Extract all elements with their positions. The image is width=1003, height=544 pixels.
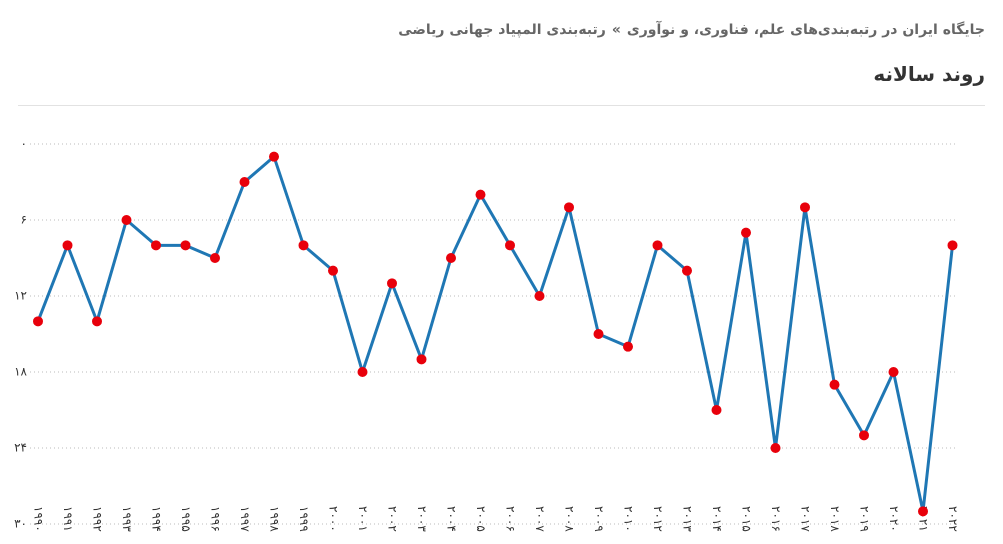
y-tick-label: ۳۰ <box>14 517 27 531</box>
line <box>36 155 954 513</box>
chart-title: روند سالانه <box>873 62 985 86</box>
x-tick-label: ۲۰۰۱ <box>356 506 370 532</box>
point <box>328 265 338 276</box>
x-tick-label: ۲۰۰۹ <box>592 506 606 532</box>
x-tick-label: ۲۰۰۴ <box>445 506 459 532</box>
x-tick-label: ۲۰۱۹ <box>858 506 872 532</box>
point <box>593 329 604 339</box>
point <box>239 177 250 187</box>
y-tick-label: ۱۲ <box>14 289 27 303</box>
x-tick-label: ۲۰۱۸ <box>828 506 842 532</box>
x-tick-label: ۲۰۰۵ <box>474 506 488 532</box>
x-tick-label: ۲۰۱۵ <box>740 506 754 532</box>
x-tick-label: ۲۰۱۳ <box>681 506 695 532</box>
divider <box>18 105 985 106</box>
x-tick-label: ۱۹۹۹ <box>297 506 311 532</box>
point <box>652 240 663 251</box>
breadcrumb-link[interactable]: جایگاه ایران در رتبه‌بندی‌های علم، فناور… <box>626 22 985 38</box>
x-tick-label: ۲۰۱۷ <box>799 506 813 532</box>
point <box>416 354 427 365</box>
x-tick-label: ۱۹۹۸ <box>268 506 282 532</box>
point <box>947 240 958 251</box>
x-tick-label: ۱۹۹۰ <box>32 506 46 532</box>
point <box>534 291 545 301</box>
point <box>623 341 633 352</box>
point <box>741 227 751 238</box>
x-tick-label: ۲۰۰۸ <box>563 506 577 532</box>
y-tick-label: ۶ <box>21 213 27 227</box>
point <box>711 405 722 415</box>
point <box>269 151 279 162</box>
point <box>151 240 161 251</box>
x-tick-label: ۲۰۲۰ <box>887 506 901 532</box>
x-tick-label: ۲۰۱۰ <box>622 506 636 532</box>
point <box>92 316 102 327</box>
point <box>298 240 309 251</box>
breadcrumb-current: رتبه‌بندی المپیاد جهانی ریاضی <box>398 22 606 38</box>
x-tick-label: ۲۰۰۰ <box>327 506 341 532</box>
x-tick-label: ۲۰۰۶ <box>504 506 518 532</box>
point <box>33 316 43 327</box>
point <box>121 215 132 225</box>
breadcrumb: جایگاه ایران در رتبه‌بندی‌های علم، فناور… <box>392 22 985 38</box>
point <box>180 240 191 251</box>
point <box>505 240 515 251</box>
x-tick-label: ۲۰۰۳ <box>415 506 429 532</box>
point <box>829 379 840 390</box>
point <box>564 202 574 213</box>
point <box>387 278 397 289</box>
x-tick-label: ۲۰۲۲ <box>946 506 960 532</box>
x-tick-label: ۱۹۹۱ <box>61 506 75 532</box>
point <box>888 367 899 377</box>
x-tick-label: ۱۹۹۳ <box>120 506 134 532</box>
point <box>682 265 692 276</box>
y-tick-label: ۱۸ <box>14 365 27 379</box>
x-tick-label: ۱۹۹۴ <box>150 506 164 532</box>
point <box>800 202 810 213</box>
x-tick-label: ۱۹۹۷ <box>238 506 252 532</box>
x-tick-label: ۱۹۹۲ <box>91 506 105 532</box>
x-tick-label: ۱۹۹۵ <box>179 506 193 532</box>
x-tick-label: ۲۰۰۷ <box>533 506 547 532</box>
point <box>475 189 486 200</box>
x-tick-label: ۲۰۱۲ <box>651 506 665 532</box>
y-tick-label: ۰ <box>21 137 27 151</box>
x-tick-label: ۱۹۹۶ <box>209 506 223 532</box>
point <box>859 430 869 441</box>
point <box>918 506 928 517</box>
point <box>770 443 781 453</box>
breadcrumb-separator: » <box>611 22 621 38</box>
point <box>210 253 220 263</box>
point <box>357 367 368 377</box>
x-tick-label: ۲۰۱۴ <box>710 506 724 532</box>
point <box>62 240 73 251</box>
x-tick-label: ۲۰۱۶ <box>769 506 783 532</box>
point <box>446 253 456 263</box>
x-tick-label: ۲۰۰۲ <box>386 506 400 532</box>
y-tick-label: ۲۴ <box>14 441 27 455</box>
